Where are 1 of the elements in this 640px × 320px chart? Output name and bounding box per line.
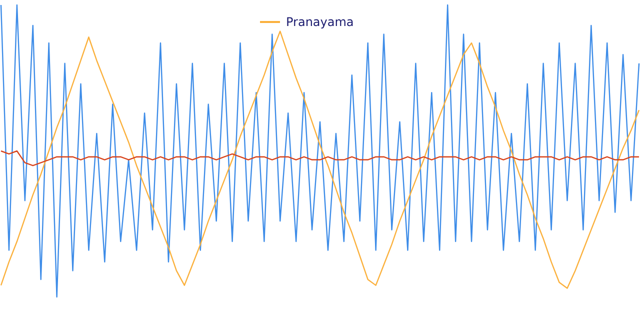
legend-label: Pranayama: [286, 15, 354, 29]
